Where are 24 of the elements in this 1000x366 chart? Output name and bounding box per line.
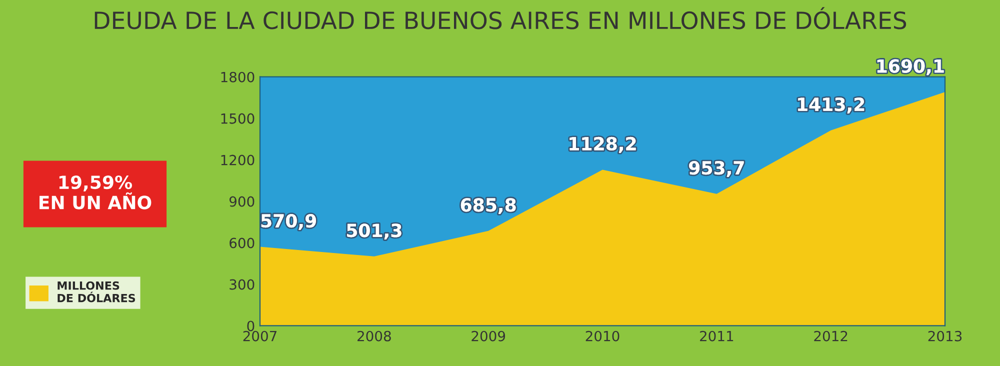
data-label: 1413,2 [798,97,864,114]
x-tick-label: 2012 [814,330,848,342]
y-tick-label: 0 [247,320,254,332]
data-label: 570,9 [261,214,316,230]
data-label: 1690,1 [877,59,944,76]
data-label: 1128,2 [570,136,636,153]
y-tick-label: 900 [230,196,254,207]
chart-title: DEUDA DE LA CIUDAD DE BUENOS AIRES EN MILLONES DE DÓLARES [94,7,906,30]
legend-label: MILLONES DE DÓLARES [58,281,136,302]
text: 19,59% EN UN AÑO [40,175,152,210]
x-tick-label: 2008 [358,330,391,342]
data-label: 685,8 [460,198,516,214]
y-tick-label: 1200 [221,154,254,166]
y-tick-label: 300 [230,279,254,290]
x-tick-label: 2013 [928,330,962,342]
x-tick-label: 2011 [700,330,734,342]
y-tick-label: 600 [230,238,254,248]
data-label: 953,7 [689,161,744,177]
y-tick-label: 1500 [221,113,254,124]
data-label: 501,3 [347,224,402,240]
x-tick-label: 2007 [243,330,276,342]
x-tick-label: 2009 [472,330,506,342]
x-tick-label: 2010 [586,330,620,342]
y-tick-label: 1800 [221,72,254,82]
